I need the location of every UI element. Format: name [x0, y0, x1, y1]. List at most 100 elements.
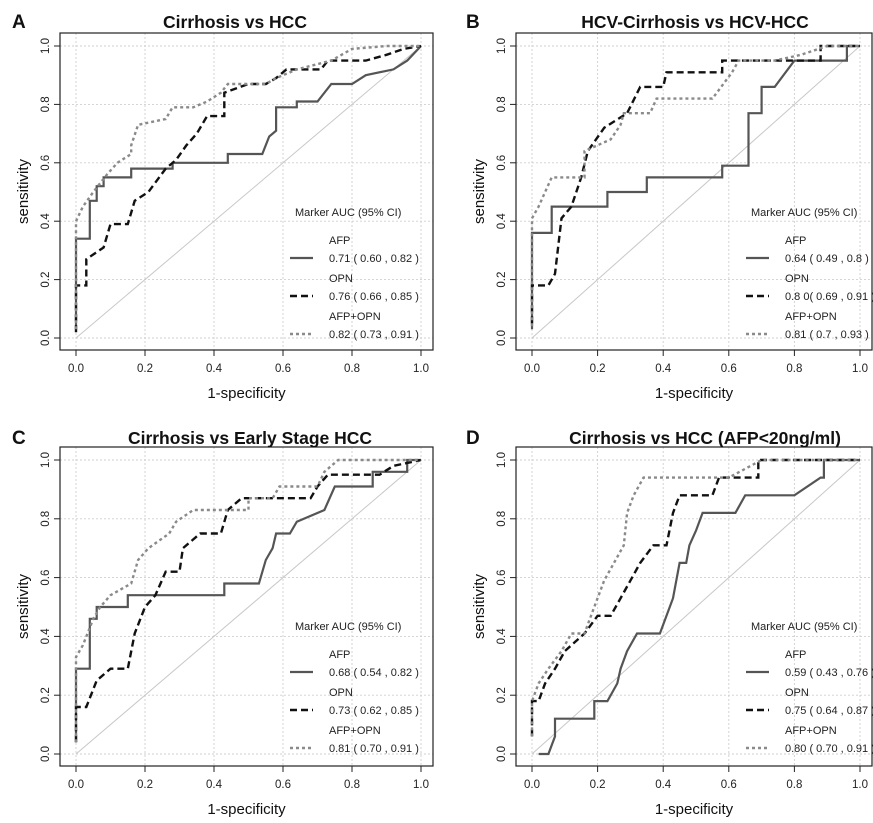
legend: Marker AUC (95% CI) AFP 0.71 ( 0.60 , 0.82…	[290, 207, 419, 341]
legend-series-name: AFP	[329, 235, 350, 247]
x-tick-label: 1.0	[852, 363, 868, 375]
y-tick-label: 0.0	[40, 746, 52, 762]
grid	[516, 33, 872, 350]
x-tick-label: 0.2	[590, 779, 606, 791]
y-tick-label: 0.4	[40, 628, 52, 645]
x-tick-label: 0.8	[786, 363, 802, 375]
legend-series-name: OPN	[329, 687, 353, 699]
y-tick-label: 1.0	[496, 452, 508, 468]
x-axis-label: 1-specificity	[655, 801, 734, 818]
plot-frame	[515, 32, 873, 351]
y-tick-label: 0.8	[496, 96, 508, 112]
x-tick-label: 0.4	[655, 363, 672, 375]
roc-curve-opn	[74, 458, 422, 743]
y-tick-label: 0.2	[40, 272, 52, 288]
y-tick-label: 0.2	[40, 687, 52, 703]
roc-panel-a: 0.0 0.2 0.4 0.6 0.8 1.0 0.0 0.2 0.4 0.6 0.8 1.0 1-sp…	[12, 12, 434, 402]
y-axis-label: sensitivity	[15, 573, 32, 639]
x-tick-label: 0.0	[68, 779, 84, 791]
legend-auc-value: 0.59 ( 0.43 , 0.76 )	[785, 667, 873, 679]
roc-curve-afp	[74, 45, 422, 330]
panel-title: Cirrhosis vs Early Stage HCC	[128, 428, 372, 448]
y-axis-label: sensitivity	[15, 158, 32, 224]
plot-frame	[59, 446, 434, 767]
legend-series-name: OPN	[785, 273, 809, 285]
roc-curve-afp	[530, 44, 860, 330]
x-tick-label: 0.4	[206, 363, 223, 375]
legend-auc-value: 0.80 ( 0.70 , 0.91 )	[785, 743, 873, 755]
reference-diagonal	[531, 459, 861, 755]
x-axis-label: 1-specificity	[207, 385, 286, 402]
roc-curve-opn	[530, 44, 860, 324]
legend-series-name: AFP+OPN	[785, 311, 837, 323]
legend-series-name: AFP+OPN	[785, 725, 837, 737]
legend-auc-value: 0.64 ( 0.49 , 0.8 )	[785, 253, 869, 265]
panel-letter: B	[466, 12, 480, 33]
x-tick-label: 1.0	[413, 779, 429, 791]
x-tick-label: 0.0	[68, 363, 84, 375]
legend-auc-value: 0.81 ( 0.70 , 0.91 )	[329, 743, 419, 755]
y-tick-label: 0.2	[496, 687, 508, 703]
y-tick-label: 0.8	[40, 96, 52, 112]
y-tick-label: 0.6	[496, 570, 508, 586]
y-axis-label: sensitivity	[471, 573, 488, 639]
roc-curve-opn	[530, 458, 860, 737]
reference-diagonal	[75, 459, 422, 755]
y-tick-label: 0.8	[40, 511, 52, 527]
roc-curve-afp-opn	[74, 44, 421, 330]
y-tick-label: 1.0	[40, 38, 52, 54]
reference-diagonal	[531, 45, 861, 339]
panel-title: Cirrhosis vs HCC (AFP<20ng/ml)	[569, 428, 841, 448]
roc-panel-b: 0.0 0.2 0.4 0.6 0.8 1.0 0.0 0.2 0.4 0.6 0.8 1.0 1-sp…	[466, 12, 873, 402]
panel-letter: D	[466, 428, 480, 449]
y-tick-label: 0.4	[40, 213, 52, 230]
legend-auc-value: 0.81 ( 0.7 , 0.93 )	[785, 329, 869, 341]
legend-header: Marker AUC (95% CI)	[751, 621, 857, 633]
y-tick-label: 0.6	[40, 570, 52, 586]
legend-series-name: OPN	[329, 273, 353, 285]
roc-curve-afp-opn	[530, 44, 860, 327]
legend-auc-value: 0.68 ( 0.54 , 0.82 )	[329, 667, 419, 679]
x-tick-label: 0.2	[590, 363, 606, 375]
x-tick-label: 0.6	[275, 779, 291, 791]
roc-curve-afp	[538, 458, 860, 756]
y-tick-label: 0.0	[40, 330, 52, 346]
panel-letter: C	[12, 428, 26, 449]
legend-series-name: AFP	[785, 235, 806, 247]
grid	[516, 447, 872, 766]
roc-curve-opn	[74, 44, 422, 333]
roc-curve-afp-opn	[74, 458, 421, 743]
legend-series-name: AFP	[785, 649, 806, 661]
plot-frame	[515, 446, 873, 767]
legend-auc-value: 0.76 ( 0.66 , 0.85 )	[329, 291, 419, 303]
x-tick-label: 0.8	[786, 779, 802, 791]
x-tick-label: 0.8	[344, 363, 360, 375]
plot-frame	[59, 32, 434, 351]
legend-auc-value: 0.8 0( 0.69 , 0.91 )	[785, 291, 873, 303]
roc-panel-d: 0.0 0.2 0.4 0.6 0.8 1.0 0.0 0.2 0.4 0.6 0.8 1.0 1-sp…	[466, 428, 873, 818]
legend: Marker AUC (95% CI) AFP 0.64 ( 0.49 , 0.8 …	[746, 207, 873, 341]
legend-series-name: AFP+OPN	[329, 725, 381, 737]
panel-title: HCV-Cirrhosis vs HCV-HCC	[581, 12, 809, 32]
legend-auc-value: 0.82 ( 0.73 , 0.91 )	[329, 329, 419, 341]
legend-series-name: AFP	[329, 649, 350, 661]
y-tick-label: 0.4	[496, 213, 508, 230]
legend-auc-value: 0.73 ( 0.62 , 0.85 )	[329, 705, 419, 717]
legend: Marker AUC (95% CI) AFP 0.59 ( 0.43 , 0.76…	[746, 621, 873, 755]
legend-series-name: OPN	[785, 687, 809, 699]
y-tick-label: 0.4	[496, 628, 508, 645]
legend-series-name: AFP+OPN	[329, 311, 381, 323]
x-tick-label: 1.0	[413, 363, 429, 375]
panel-title: Cirrhosis vs HCC	[163, 12, 307, 32]
y-tick-label: 0.6	[40, 155, 52, 171]
roc-panel-c: 0.0 0.2 0.4 0.6 0.8 1.0 0.0 0.2 0.4 0.6 0.8 1.0 1-sp…	[12, 428, 434, 818]
x-tick-label: 0.6	[275, 363, 291, 375]
x-tick-label: 1.0	[852, 779, 868, 791]
x-tick-label: 0.4	[206, 779, 223, 791]
y-tick-label: 0.0	[496, 330, 508, 346]
legend-header: Marker AUC (95% CI)	[295, 207, 401, 219]
y-tick-label: 0.0	[496, 746, 508, 762]
x-tick-label: 0.2	[137, 363, 153, 375]
y-tick-label: 1.0	[496, 38, 508, 54]
roc-curve-afp-opn	[530, 458, 860, 737]
